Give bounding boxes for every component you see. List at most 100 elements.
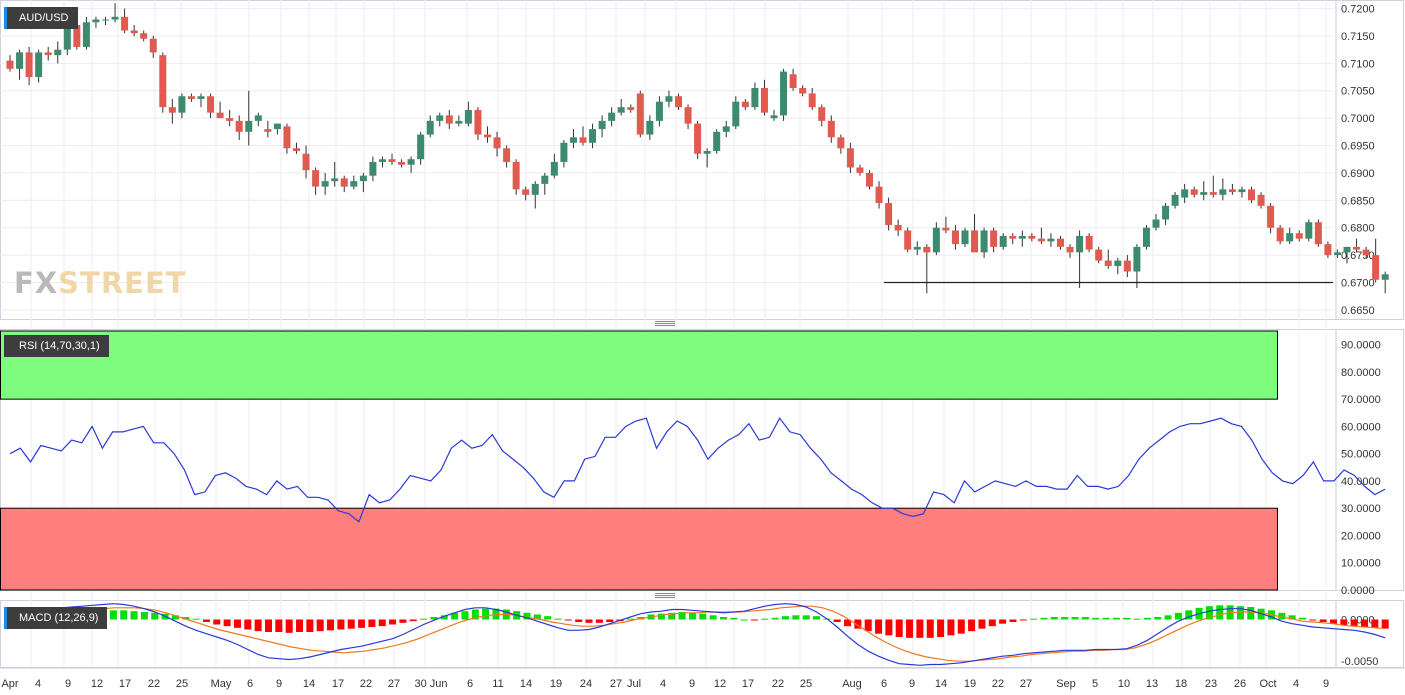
macd-histogram-bar [554,618,562,620]
macd-histogram-bar [771,617,779,620]
x-axis-tick-label: 19 [550,678,562,690]
macd-histogram-bar [1040,617,1048,620]
macd-histogram-bar [140,612,148,620]
candle-body [111,16,119,20]
macd-histogram-bar [1236,606,1244,620]
price-axis-tick-label: 0.6950 [1341,141,1375,153]
candle-body [54,49,62,56]
candle-body [655,101,663,121]
x-axis-tick-label: 6 [881,678,887,690]
candle-body [235,120,243,132]
macd-histogram-bar [264,619,272,632]
macd-resize-handle[interactable] [655,593,675,598]
x-axis-tick-label: 27 [1020,678,1032,690]
candle-body [932,227,940,253]
candle-body [1162,205,1170,220]
candle-body [1362,249,1370,256]
rsi-oversold-zone [0,507,1278,591]
candle-body [378,159,386,162]
candle-body [961,230,969,245]
candle-body [617,107,625,113]
macd-histogram-bar [885,619,893,636]
candle-body [293,148,300,152]
x-axis-tick-label: Sep [1056,678,1076,690]
x-axis-tick-label: 9 [65,678,71,690]
x-axis-tick-label: 6 [247,678,253,690]
macd-histogram-bar [1081,617,1089,620]
candle-body [1219,189,1227,195]
macd-histogram-bar [1247,607,1255,620]
x-axis-tick-label: 9 [909,678,915,690]
macd-histogram-bar [1019,619,1027,621]
rsi-resize-handle[interactable] [655,321,675,326]
candle-body [1295,233,1303,239]
candle-body [1343,246,1351,253]
candle-body [1324,244,1332,256]
candle-body [359,175,367,182]
candle-body [646,120,654,135]
macd-histogram-bar [223,619,231,627]
x-axis-tick-label: 22 [992,678,1004,690]
candle-body [971,230,979,253]
macd-histogram-bar [1350,619,1358,627]
candle-body [760,88,768,113]
x-axis-tick-label: 12 [714,678,726,690]
macd-histogram-bar [740,619,748,621]
macd-histogram-bar [120,610,128,620]
macd-histogram-bar [564,619,572,621]
candle-body [484,134,491,138]
rsi-panel-title: RSI (14,70,30,1) [4,335,109,357]
macd-histogram-bar [192,618,200,620]
candle-body [168,107,176,113]
candle-body [999,235,1007,247]
macd-histogram-bar [1288,615,1296,620]
x-axis-tick-label: 14 [935,678,947,690]
macd-histogram-bar [1381,619,1389,629]
macd-histogram-bar [1102,617,1110,620]
candle-body [550,161,558,176]
candle-body [264,129,272,132]
macd-histogram-bar [358,619,366,628]
macd-histogram-bar [202,619,210,622]
macd-histogram-bar [1361,619,1369,627]
macd-histogram-bar [461,611,469,620]
macd-histogram-bar [730,617,738,620]
macd-histogram-bar [1330,619,1338,624]
macd-histogram-bar [347,619,355,629]
macd-histogram-bar [533,614,541,620]
candle-body [808,93,816,108]
macd-histogram-bar [1319,619,1327,622]
macd-histogram-bar [296,619,304,632]
candle-body [751,88,759,108]
candle-body [627,107,635,110]
macd-histogram-bar [699,613,707,620]
macd-histogram-bar [1371,619,1379,628]
macd-histogram-bar [1092,617,1100,620]
x-axis-tick-label: 23 [1205,678,1217,690]
candle-body [73,25,81,47]
x-axis-tick-label: 12 [91,678,103,690]
candle-body [407,159,415,165]
rsi-axis-tick-label: 90.0000 [1341,340,1381,352]
macd-histogram-bar [606,619,614,622]
macd-histogram-bar [781,616,789,620]
macd-histogram-bar [285,619,293,633]
rsi-axis-tick-label: 60.0000 [1341,421,1381,433]
macd-histogram-bar [378,619,386,627]
candle-body [1123,260,1131,272]
candle-body [455,120,463,124]
candle-body [789,74,797,89]
candle-body [1066,246,1074,253]
macd-histogram-bar [1185,610,1193,620]
candle-body [1333,252,1341,256]
candle-body [1095,249,1103,261]
candle-body [560,142,568,162]
candle-body [273,123,281,130]
candle-body [799,88,807,94]
candle-body [130,30,138,34]
candle-body [1267,205,1275,228]
candle-body [197,96,205,99]
candle-body [522,189,530,195]
candle-body [665,96,673,102]
macd-histogram-bar [833,619,841,622]
